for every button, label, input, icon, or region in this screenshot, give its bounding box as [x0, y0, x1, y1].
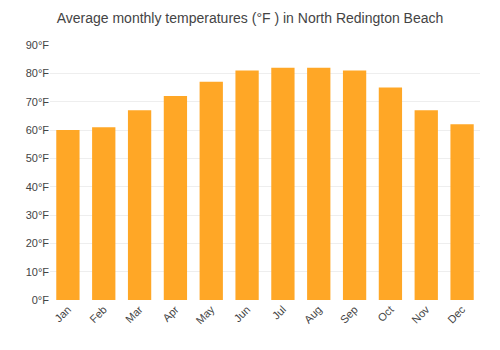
svg-text:Jan: Jan [52, 303, 73, 324]
svg-text:Jul: Jul [270, 303, 288, 321]
svg-text:30°F: 30°F [26, 209, 50, 221]
svg-text:Feb: Feb [87, 303, 109, 325]
svg-text:Mar: Mar [123, 303, 145, 325]
svg-text:60°F: 60°F [26, 124, 50, 136]
svg-text:10°F: 10°F [26, 266, 50, 278]
svg-text:0°F: 0°F [32, 294, 50, 306]
svg-text:Aug: Aug [302, 303, 324, 325]
svg-text:Average monthly temperatures (: Average monthly temperatures (°F ) in No… [57, 10, 444, 26]
svg-text:80°F: 80°F [26, 67, 50, 79]
svg-text:50°F: 50°F [26, 152, 50, 164]
svg-text:40°F: 40°F [26, 181, 50, 193]
svg-text:70°F: 70°F [26, 96, 50, 108]
svg-text:20°F: 20°F [26, 237, 50, 249]
svg-text:Oct: Oct [375, 303, 396, 324]
svg-text:Jun: Jun [231, 303, 252, 324]
svg-text:Apr: Apr [160, 303, 181, 324]
svg-text:Sep: Sep [338, 303, 360, 325]
svg-text:Dec: Dec [445, 303, 468, 326]
svg-text:May: May [193, 303, 217, 327]
svg-text:Nov: Nov [409, 303, 432, 326]
svg-text:90°F: 90°F [26, 39, 50, 51]
